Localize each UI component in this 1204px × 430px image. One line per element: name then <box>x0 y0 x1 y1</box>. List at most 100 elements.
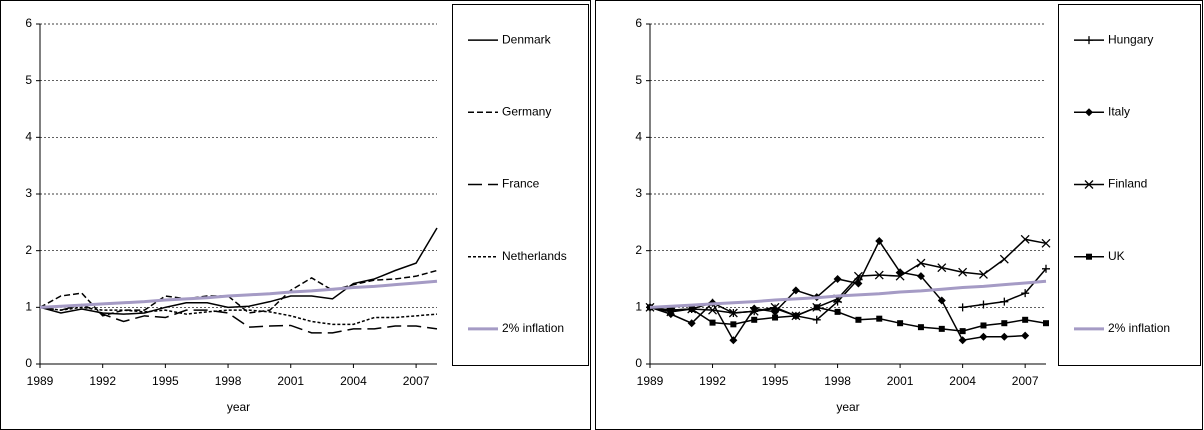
x-tick-label: 1995 <box>152 374 179 388</box>
marker <box>897 320 904 327</box>
y-tick-label: 5 <box>635 73 642 87</box>
x-tick-label: 1992 <box>89 374 116 388</box>
series-line <box>649 306 1047 332</box>
series-line <box>39 303 438 334</box>
x-axis-title: year <box>227 400 250 414</box>
marker <box>1020 234 1030 244</box>
marker <box>876 315 883 322</box>
series-line <box>649 239 1026 342</box>
legend-label: Netherlands <box>502 249 567 263</box>
marker <box>1085 36 1093 45</box>
x-tick-label: 2004 <box>949 374 976 388</box>
x-tick-label: 1989 <box>27 374 54 388</box>
marker <box>792 312 799 319</box>
y-tick-label: 4 <box>635 130 642 144</box>
x-tick-label: 2001 <box>277 374 304 388</box>
marker <box>833 275 842 283</box>
marker <box>937 296 946 305</box>
marker <box>729 336 738 345</box>
marker <box>687 319 696 328</box>
marker <box>667 307 674 314</box>
x-tick-label: 1992 <box>699 374 726 388</box>
marker <box>709 319 716 326</box>
marker <box>813 304 820 311</box>
legend-label: Hungary <box>1108 32 1153 46</box>
marker <box>958 303 967 312</box>
y-tick-label: 6 <box>635 16 642 30</box>
marker <box>999 254 1009 264</box>
marker <box>937 263 947 273</box>
x-tick-label: 1998 <box>215 374 242 388</box>
y-tick-label: 3 <box>25 186 32 200</box>
marker <box>1000 297 1009 306</box>
y-tick-label: 1 <box>25 300 32 314</box>
marker <box>1084 180 1094 189</box>
series-line <box>39 279 438 309</box>
marker <box>938 325 945 332</box>
marker <box>834 308 841 315</box>
marker <box>980 322 987 329</box>
marker <box>979 332 988 341</box>
marker <box>791 286 800 295</box>
y-tick-label: 6 <box>25 16 32 30</box>
marker <box>917 324 924 331</box>
x-axis-title: year <box>836 400 859 414</box>
marker <box>1041 238 1051 248</box>
marker <box>708 305 717 315</box>
marker <box>772 314 779 321</box>
marker <box>979 300 988 309</box>
marker <box>855 316 862 323</box>
x-tick-label: 1998 <box>824 374 851 388</box>
x-tick-label: 2007 <box>1012 374 1039 388</box>
marker <box>770 302 780 312</box>
x-tick-label: 1995 <box>762 374 789 388</box>
marker <box>1001 320 1008 327</box>
legend-label: Germany <box>502 104 551 118</box>
series-line <box>649 279 1047 309</box>
legend-label: France <box>502 177 540 191</box>
series-line <box>39 227 438 315</box>
marker <box>895 271 905 281</box>
marker <box>749 306 759 316</box>
series-line <box>39 269 438 317</box>
y-tick-label: 5 <box>25 73 32 87</box>
y-tick-label: 1 <box>635 300 642 314</box>
marker <box>1021 331 1030 340</box>
legend-box <box>452 4 589 366</box>
marker <box>728 308 738 318</box>
y-tick-label: 0 <box>635 356 642 370</box>
marker <box>1000 332 1009 341</box>
marker <box>1022 316 1029 323</box>
marker <box>853 271 863 281</box>
marker <box>875 237 884 246</box>
legend-label: UK <box>1108 249 1125 263</box>
y-tick-label: 3 <box>635 186 642 200</box>
legend-label: Finland <box>1108 177 1147 191</box>
y-tick-label: 0 <box>25 356 32 370</box>
legend-label: 2% inflation <box>1108 321 1170 335</box>
x-tick-label: 2007 <box>403 374 430 388</box>
y-tick-label: 2 <box>635 243 642 257</box>
marker <box>1042 264 1050 273</box>
marker <box>979 270 988 279</box>
marker <box>1085 108 1093 117</box>
marker <box>730 321 737 328</box>
marker <box>751 316 758 323</box>
legend-label: 2% inflation <box>502 321 564 335</box>
series-line <box>649 238 1047 317</box>
y-tick-label: 2 <box>25 243 32 257</box>
marker <box>916 258 926 268</box>
legend-box <box>1058 4 1201 366</box>
marker <box>1021 289 1030 298</box>
marker <box>1086 253 1092 260</box>
marker <box>958 267 968 277</box>
marker <box>1043 320 1049 327</box>
series-line <box>39 306 438 326</box>
marker <box>916 272 925 281</box>
legend-label: Denmark <box>502 32 552 46</box>
marker <box>854 279 863 288</box>
x-tick-label: 1989 <box>637 374 664 388</box>
legend-label: Italy <box>1108 104 1130 118</box>
x-tick-label: 2004 <box>340 374 367 388</box>
y-tick-label: 4 <box>25 130 32 144</box>
